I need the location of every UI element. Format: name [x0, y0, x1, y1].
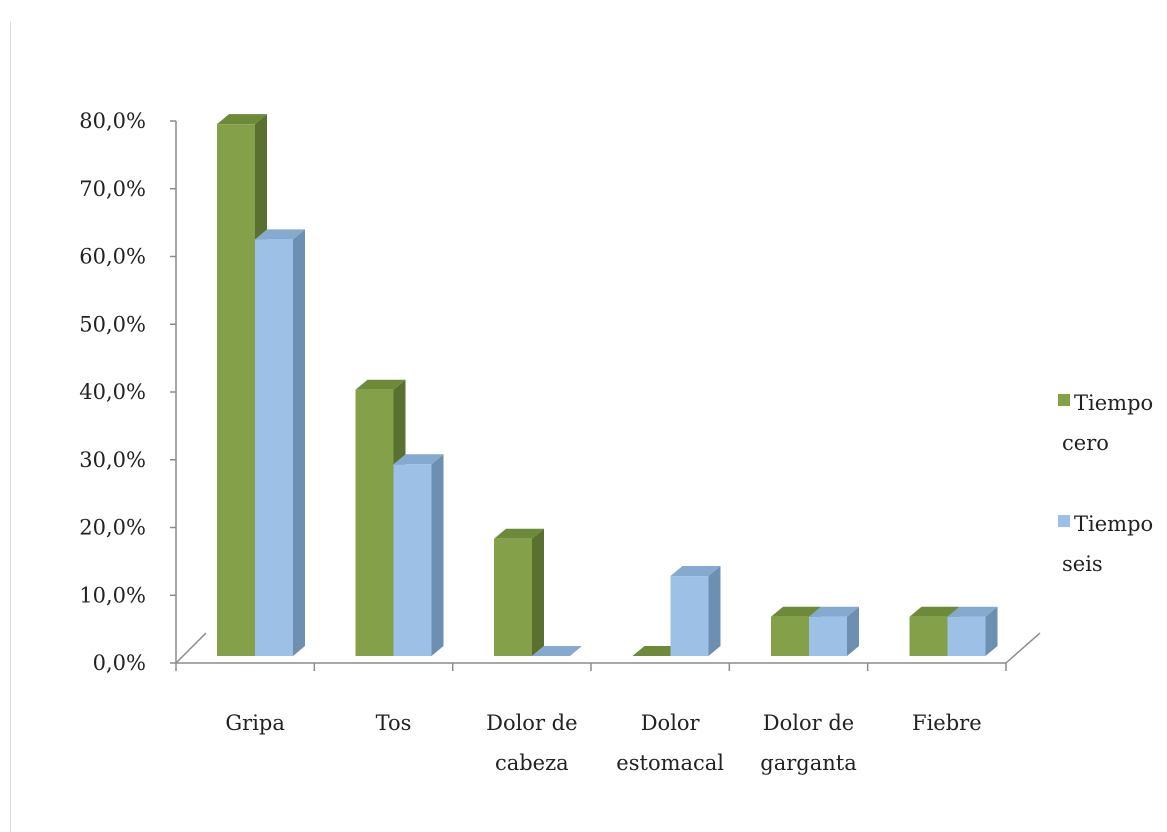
bar-tiempo-cero-2 — [494, 528, 544, 656]
bar-top-face — [494, 528, 544, 539]
legend-swatch — [1058, 515, 1070, 527]
y-tick-label: 60,0% — [79, 245, 146, 269]
bar-tiempo-seis-1 — [393, 454, 444, 656]
legend-swatch — [1058, 394, 1070, 406]
bar-top-face — [947, 606, 998, 617]
bar-top-face — [809, 606, 859, 617]
legend-item-tiempo-seis: Tiempo seis — [1058, 512, 1153, 576]
bar-front-face — [393, 464, 432, 656]
legend-label: Tiempo — [1074, 512, 1153, 536]
legend-label: Tiempo — [1074, 391, 1153, 415]
y-tick-label: 40,0% — [79, 380, 146, 404]
x-category-label: Gripa — [225, 711, 285, 735]
bar-tiempo-cero-3 — [632, 646, 683, 656]
y-tick-label: 10,0% — [79, 583, 146, 607]
bar-front-face — [947, 616, 986, 656]
x-category-label: Dolor — [641, 711, 701, 735]
x-category-label: garganta — [760, 751, 856, 775]
y-tick-label: 50,0% — [79, 312, 146, 336]
bar-top-face — [670, 566, 721, 577]
bar-top-face — [771, 606, 821, 617]
bar-front-face — [670, 576, 709, 656]
bar-front-face — [255, 239, 293, 656]
bar-side-face — [431, 454, 444, 656]
bar-top-face — [217, 114, 267, 125]
bar-front-face — [355, 389, 394, 656]
bar-side-face — [985, 606, 998, 656]
legend-label: seis — [1062, 552, 1103, 576]
y-tick-label: 80,0% — [79, 109, 146, 133]
axis-layer — [170, 120, 1041, 671]
y-tick-label: 0,0% — [93, 651, 146, 675]
bar-tiempo-seis-2 — [532, 646, 582, 656]
bar-side-face — [532, 528, 544, 656]
bar-tiempo-seis-5 — [947, 606, 998, 656]
bar-tiempo-seis-0 — [255, 229, 305, 656]
bar-tiempo-seis-4 — [809, 606, 859, 656]
bar-front-face — [809, 616, 847, 656]
bar-side-face — [847, 606, 859, 656]
bar-top-face — [255, 229, 305, 240]
floor-left-edge — [175, 632, 207, 664]
bar-top-face — [532, 646, 582, 656]
x-category-label: estomacal — [616, 751, 724, 775]
labels-layer: 0,0% 10,0% 20,0% 30,0% 40,0% 50,0% 60,0% 70,0% 8… — [79, 109, 981, 775]
x-category-label: Dolor de — [486, 711, 577, 735]
floor-right-edge — [1005, 632, 1041, 664]
bar-side-face — [293, 229, 305, 656]
legend-label: cero — [1062, 431, 1109, 455]
bar-front-face — [771, 616, 809, 656]
y-tick-label: 30,0% — [79, 448, 146, 472]
x-category-label: cabeza — [495, 751, 569, 775]
x-category-label: Tos — [376, 711, 412, 735]
bar-top-face — [909, 606, 960, 617]
left-border-line — [10, 22, 11, 832]
legend: Tiempo cero Tiempo seis — [1058, 391, 1153, 576]
y-tick-label: 20,0% — [79, 516, 146, 540]
bar-front-face — [494, 538, 532, 656]
bar-top-face — [355, 379, 406, 390]
bars-layer — [217, 114, 998, 657]
bar-top-face — [393, 454, 444, 465]
legend-item-tiempo-cero: Tiempo cero — [1058, 391, 1153, 455]
bar-tiempo-seis-3 — [670, 566, 721, 656]
bar-front-face — [909, 616, 948, 656]
x-category-label: Dolor de — [763, 711, 854, 735]
bar-side-face — [708, 566, 721, 656]
bar-front-face — [217, 124, 255, 657]
y-tick-label: 70,0% — [79, 177, 146, 201]
bar-top-face — [632, 646, 683, 656]
x-category-label: Fiebre — [912, 711, 982, 735]
